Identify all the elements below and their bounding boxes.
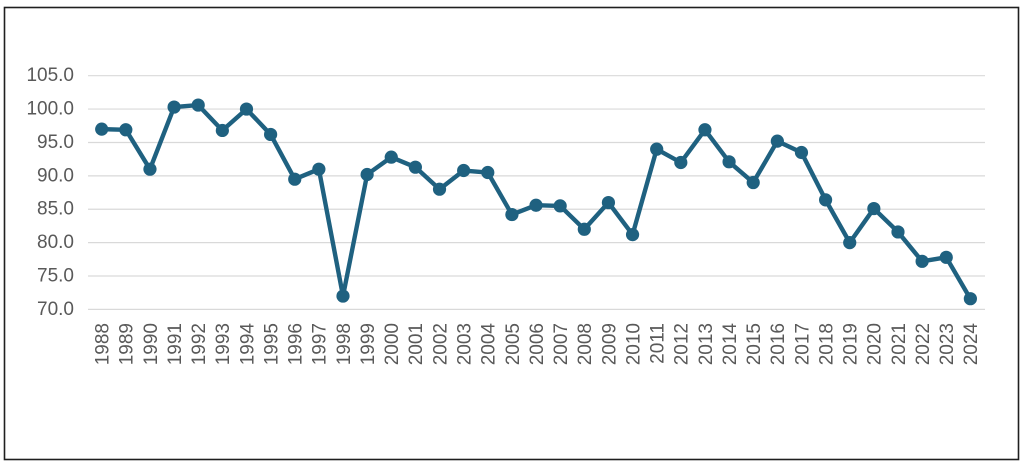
data-point-2013 [698, 123, 712, 137]
x-axis-tick-label: 2010 [623, 323, 644, 365]
y-axis-tick-label: 105.0 [26, 65, 74, 86]
data-point-1998 [336, 289, 350, 303]
x-axis-tick-label: 2007 [551, 323, 572, 365]
data-point-1996 [288, 172, 302, 186]
data-point-2018 [819, 193, 833, 207]
data-point-2023 [939, 250, 953, 264]
x-axis-tick-label: 2021 [889, 323, 910, 365]
x-axis-tick-label: 2019 [841, 323, 862, 365]
data-point-2024 [963, 292, 977, 306]
data-point-1997 [312, 162, 326, 176]
data-point-2022 [915, 254, 929, 268]
x-axis-tick-label: 1997 [310, 323, 331, 365]
data-point-1990 [143, 162, 157, 176]
x-axis-tick-label: 1996 [286, 323, 307, 365]
data-point-1995 [264, 127, 278, 142]
x-axis-tick-label: 2001 [406, 323, 427, 365]
data-point-2004 [481, 165, 495, 180]
x-axis-tick-label: 2014 [720, 323, 741, 366]
x-axis-tick-label: 2024 [961, 323, 982, 366]
data-point-2015 [746, 175, 760, 190]
x-axis-tick-label: 2016 [768, 323, 789, 365]
y-axis-tick-label: 95.0 [37, 132, 74, 153]
x-axis-tick-label: 2008 [575, 323, 596, 365]
y-axis-tick-label: 90.0 [37, 165, 74, 186]
data-point-2002 [432, 182, 447, 196]
data-point-2011 [650, 142, 664, 156]
data-point-2019 [843, 236, 857, 250]
x-axis-tick-label: 1988 [93, 323, 114, 365]
x-axis-tick-label: 2006 [527, 323, 548, 365]
data-point-1988 [95, 122, 109, 136]
x-axis-tick-label: 2015 [744, 323, 765, 365]
data-point-1994 [239, 102, 254, 116]
x-axis-tick-label: 2013 [696, 323, 717, 365]
data-point-2007 [553, 199, 567, 213]
data-point-2008 [577, 222, 591, 236]
x-axis-tick-label: 1992 [189, 323, 210, 365]
data-point-2010 [625, 228, 640, 242]
x-axis-tick-label: 2000 [382, 323, 403, 365]
x-axis-tick-label: 2012 [672, 323, 693, 365]
x-axis-tick-label: 1989 [117, 323, 138, 365]
data-point-2014 [722, 155, 736, 169]
data-point-2006 [529, 198, 543, 212]
data-point-2021 [891, 225, 905, 239]
x-axis-tick-label: 2005 [503, 323, 524, 365]
x-axis-tick-label: 2009 [599, 323, 620, 365]
data-point-1989 [119, 123, 133, 137]
data-point-1991 [167, 100, 181, 114]
y-axis-tick-label: 80.0 [37, 232, 74, 253]
data-point-2005 [505, 207, 519, 222]
data-point-2020 [867, 201, 881, 216]
x-axis-tick-label: 1994 [237, 323, 258, 366]
y-axis-tick-label: 75.0 [37, 266, 74, 287]
x-axis-tick-label: 2011 [648, 323, 669, 364]
data-point-2001 [408, 160, 422, 174]
x-axis-tick-label: 1993 [213, 323, 234, 365]
x-axis-tick-label: 2020 [865, 323, 886, 365]
x-axis-tick-label: 1998 [334, 323, 355, 365]
data-point-1992 [191, 98, 205, 112]
chart-border [3, 6, 1020, 461]
x-axis-tick-label: 2018 [816, 323, 837, 365]
x-axis-tick-label: 2003 [454, 323, 475, 365]
y-axis-tick-label: 70.0 [37, 299, 74, 320]
x-axis-tick-label: 1999 [358, 323, 379, 365]
x-axis-tick-label: 1995 [261, 323, 282, 365]
data-point-2000 [384, 150, 398, 164]
data-point-2016 [770, 134, 784, 148]
y-axis-tick-label: 85.0 [37, 199, 74, 220]
x-axis-tick-label: 1990 [141, 323, 162, 365]
x-axis-tick-label: 1991 [165, 323, 186, 365]
x-axis-tick-label: 2017 [792, 323, 813, 365]
data-point-2003 [457, 163, 471, 178]
data-point-2009 [601, 195, 616, 210]
x-axis-tick-label: 2022 [913, 323, 934, 365]
y-axis-tick-label: 100.0 [26, 99, 74, 120]
x-axis-tick-label: 2002 [430, 323, 451, 365]
data-point-1999 [360, 167, 374, 182]
x-axis-tick-label: 2023 [937, 323, 958, 365]
data-point-1993 [215, 123, 229, 138]
x-axis-tick-label: 2004 [479, 323, 500, 366]
data-point-2017 [794, 145, 809, 160]
data-point-2012 [674, 155, 688, 170]
